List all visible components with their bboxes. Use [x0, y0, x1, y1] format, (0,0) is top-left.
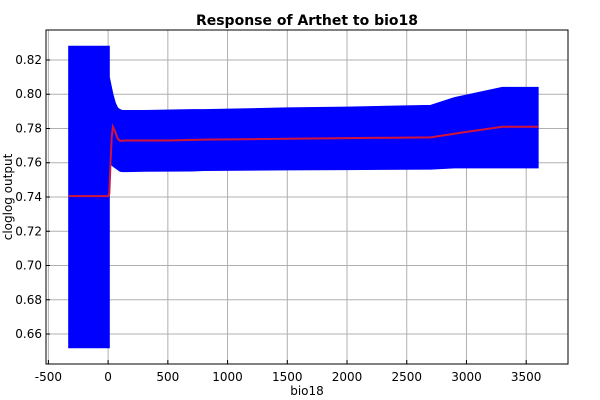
grid	[46, 30, 568, 364]
confidence-band	[68, 45, 539, 349]
x-tick-label: 1500	[272, 370, 303, 384]
y-tick-label: 0.66	[15, 327, 42, 341]
chart-title: Response of Arthet to bio18	[196, 13, 418, 29]
x-tick-label: 0	[104, 370, 112, 384]
y-axis-label: cloglog output	[1, 153, 15, 240]
x-tick-label: 500	[156, 370, 179, 384]
x-axis-label: bio18	[290, 384, 324, 398]
y-tick-label: 0.74	[15, 190, 42, 204]
x-axis: -500 0 500 1000 1500 2000 2500 3000 3500	[35, 360, 542, 384]
y-tick-label: 0.76	[15, 156, 42, 170]
y-tick-label: 0.78	[15, 121, 42, 135]
y-tick-label: 0.68	[15, 293, 42, 307]
y-tick-label: 0.80	[15, 87, 42, 101]
x-tick-label: -500	[35, 370, 62, 384]
x-tick-label: 2000	[332, 370, 363, 384]
response-line	[68, 123, 539, 198]
y-tick-label: 0.72	[15, 224, 42, 238]
y-tick-label: 0.82	[15, 53, 42, 67]
x-tick-label: 3500	[511, 370, 542, 384]
y-tick-label: 0.70	[15, 259, 42, 273]
x-tick-label: 1000	[212, 370, 243, 384]
x-tick-label: 2500	[391, 370, 422, 384]
plot-area	[68, 45, 539, 349]
x-tick-label: 3000	[451, 370, 482, 384]
y-axis: 0.66 0.68 0.70 0.72 0.74 0.76 0.78 0.80 0.82	[15, 53, 50, 341]
